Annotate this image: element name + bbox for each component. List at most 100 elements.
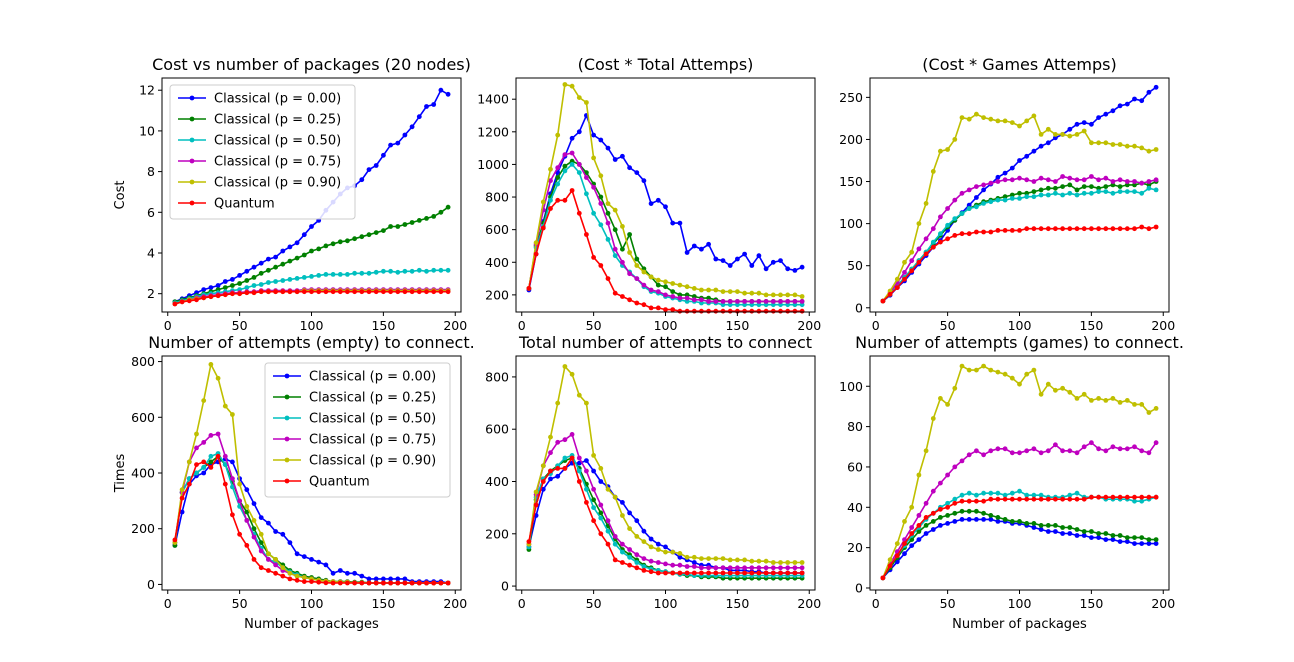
- data-point: [699, 246, 704, 252]
- data-point: [1045, 529, 1051, 534]
- data-point: [1060, 184, 1065, 190]
- data-point: [735, 299, 740, 304]
- data-point: [641, 568, 647, 573]
- data-point: [792, 292, 798, 298]
- data-point: [222, 285, 228, 290]
- data-point: [1017, 123, 1022, 129]
- data-point: [1024, 496, 1030, 502]
- data-point: [655, 277, 661, 283]
- data-point: [576, 468, 582, 474]
- data-point: [540, 479, 546, 484]
- data-point: [409, 268, 415, 274]
- y-tick-label: 400: [131, 466, 155, 481]
- y-tick-label: 0: [501, 579, 509, 594]
- data-point: [966, 517, 972, 522]
- data-point: [620, 560, 625, 565]
- legend-entry: Classical (p = 0.00): [309, 370, 436, 385]
- x-tick-label: 150: [1079, 596, 1103, 611]
- data-point: [1153, 494, 1159, 500]
- data-point: [894, 553, 900, 559]
- data-point: [201, 459, 207, 465]
- data-point: [359, 573, 365, 579]
- data-point: [280, 248, 286, 254]
- data-point: [756, 290, 762, 296]
- x-tick-label: 200: [443, 318, 467, 333]
- x-tick-label: 0: [518, 596, 526, 611]
- chart-title: Total number of attempts to connect: [518, 333, 812, 352]
- data-point: [266, 289, 271, 295]
- data-point: [909, 525, 915, 530]
- data-point: [409, 124, 415, 130]
- data-point: [670, 549, 676, 555]
- data-point: [1031, 194, 1037, 200]
- data-point: [230, 512, 235, 518]
- legend-marker: [284, 478, 290, 484]
- y-tick-label: 4: [147, 245, 155, 260]
- data-point: [1081, 128, 1087, 134]
- data-point: [663, 284, 668, 290]
- x-tick-label: 150: [725, 318, 749, 333]
- data-point: [938, 239, 943, 245]
- y-tick-label: 20: [847, 540, 863, 555]
- data-point: [1124, 539, 1130, 544]
- data-point: [749, 263, 755, 268]
- data-point: [1017, 190, 1022, 196]
- data-point: [1045, 185, 1051, 191]
- data-point: [880, 298, 886, 304]
- data-point: [1103, 448, 1109, 454]
- data-point: [337, 272, 343, 277]
- data-point: [1096, 535, 1101, 540]
- data-point: [280, 573, 286, 579]
- data-point: [366, 270, 372, 276]
- data-point: [301, 579, 307, 584]
- legend-marker: [189, 158, 195, 164]
- data-point: [785, 308, 791, 314]
- data-point: [1067, 496, 1073, 502]
- data-point: [266, 557, 271, 562]
- data-point: [445, 289, 451, 295]
- data-point: [1110, 182, 1116, 188]
- data-point: [1038, 132, 1044, 137]
- data-point: [634, 170, 640, 176]
- y-tick-label: 8: [147, 164, 155, 179]
- legend-marker: [189, 95, 195, 101]
- data-point: [562, 437, 568, 443]
- data-point: [959, 231, 965, 237]
- data-point: [648, 305, 654, 311]
- y-tick-label: 200: [131, 521, 155, 536]
- data-point: [799, 299, 805, 304]
- data-point: [938, 396, 943, 401]
- data-point: [576, 95, 582, 100]
- data-point: [713, 308, 719, 314]
- series-line: [528, 454, 803, 577]
- data-point: [1103, 140, 1109, 146]
- data-point: [663, 292, 668, 298]
- data-point: [194, 470, 199, 476]
- data-point: [1002, 517, 1008, 522]
- series-line: [528, 113, 803, 291]
- data-point: [366, 576, 372, 582]
- data-point: [1009, 120, 1015, 125]
- data-point: [974, 367, 979, 373]
- data-point: [1009, 519, 1015, 524]
- y-tick-label: 400: [485, 255, 509, 270]
- data-point: [763, 302, 769, 308]
- data-point: [258, 282, 264, 287]
- data-point: [445, 91, 451, 97]
- data-point: [352, 570, 357, 576]
- data-point: [894, 276, 900, 282]
- data-point: [634, 263, 640, 268]
- data-point: [981, 187, 986, 193]
- data-point: [1045, 523, 1051, 528]
- data-point: [981, 229, 986, 235]
- data-point: [785, 565, 791, 571]
- data-point: [605, 201, 611, 207]
- data-point: [959, 190, 965, 196]
- data-point: [388, 224, 393, 229]
- data-point: [1067, 525, 1073, 530]
- data-point: [691, 243, 697, 249]
- data-point: [1074, 396, 1080, 401]
- data-point: [713, 570, 719, 576]
- data-point: [684, 299, 690, 304]
- data-point: [1002, 177, 1008, 183]
